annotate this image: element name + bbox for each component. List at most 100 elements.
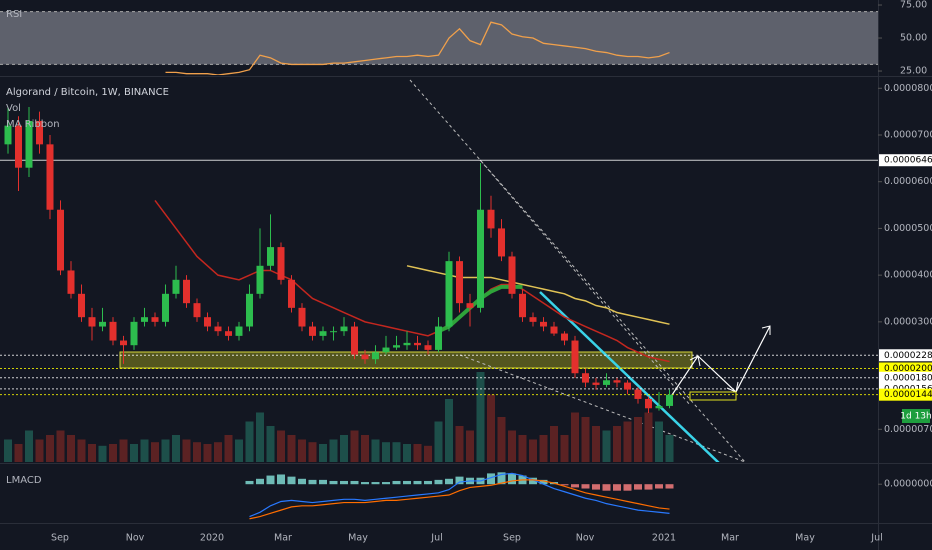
volume-bar	[46, 435, 54, 462]
volume-bar	[581, 417, 590, 462]
histogram-bar	[403, 480, 411, 485]
candle-body	[88, 317, 96, 327]
volume-bar	[497, 417, 506, 462]
x-tick-label: Sep	[51, 533, 69, 544]
volume-bar	[214, 442, 222, 462]
candle-body	[330, 331, 337, 333]
arrow-head	[761, 325, 771, 335]
price-label: 0.00002285	[884, 351, 932, 361]
x-tick-label: Sep	[503, 533, 521, 544]
target-box	[689, 391, 737, 401]
candle-body	[435, 326, 442, 350]
volume-bar	[560, 435, 569, 462]
candle-body	[193, 303, 201, 318]
candle-body	[277, 247, 285, 280]
candle-body	[162, 293, 169, 322]
candle-body	[288, 279, 295, 308]
histogram-bar	[256, 478, 264, 485]
macd-line	[249, 472, 670, 518]
price-label: 0.00002002	[884, 364, 932, 374]
price-label: 0.00001803	[884, 373, 932, 383]
candle-body	[298, 307, 306, 327]
volume-bar	[539, 435, 548, 462]
volume-bar	[256, 412, 264, 462]
volume-bar	[455, 426, 464, 462]
y-tick-label: 0.00005000	[884, 223, 932, 234]
volume-bar	[602, 430, 611, 462]
candle-body	[592, 382, 600, 385]
projection-arrow	[669, 325, 771, 399]
candle-body	[655, 405, 663, 409]
candle-body	[99, 321, 106, 327]
candle-body	[393, 345, 400, 348]
volume-bar	[245, 421, 254, 462]
candle-body	[424, 345, 432, 350]
volume-bar	[665, 435, 674, 462]
volume-bar	[140, 439, 149, 462]
volume-bar	[25, 430, 33, 462]
candle-body	[519, 293, 526, 318]
rsi-line	[165, 21, 670, 75]
volume-bar	[203, 444, 212, 462]
candle-body	[613, 380, 621, 383]
candle-body	[204, 317, 211, 327]
x-tick-label: Jul	[870, 533, 882, 544]
candle-body	[372, 352, 379, 360]
y-tick-label: 50.00	[900, 33, 927, 44]
candle-body	[246, 293, 253, 327]
y-tick-label: 0.00004000	[884, 270, 932, 281]
histogram-bar	[655, 484, 663, 489]
candle-body	[4, 125, 12, 145]
volume-bar	[392, 442, 401, 462]
lmacd-title: LMACD	[6, 475, 42, 486]
histogram-bar	[508, 473, 516, 485]
volume-bar	[308, 442, 317, 462]
x-tick-label: May	[348, 533, 368, 544]
histogram-bar	[371, 482, 380, 485]
trend-line	[409, 79, 746, 462]
histogram-bar	[602, 484, 611, 491]
histogram-bar	[298, 478, 306, 485]
volume-bar	[634, 417, 642, 462]
volume-bar	[571, 412, 579, 462]
candle-body	[466, 303, 474, 308]
volume-bar	[298, 439, 306, 462]
candle-body	[382, 347, 390, 353]
candle-body	[183, 279, 190, 304]
histogram-bar	[287, 476, 296, 485]
volume-bar	[172, 435, 180, 462]
volume-bar	[508, 430, 516, 462]
histogram-bar	[497, 472, 506, 485]
candle-body	[445, 261, 453, 327]
candle-body	[645, 398, 652, 409]
volume-bar	[644, 412, 653, 462]
volume-bar	[466, 430, 474, 462]
candle-body	[225, 331, 232, 336]
volume-bar	[14, 444, 23, 462]
histogram-bar	[361, 482, 369, 485]
candle-body	[571, 340, 579, 374]
y-tick-label: 0.00000000	[884, 479, 932, 490]
volume-bar	[277, 430, 285, 462]
candle-body	[508, 256, 516, 294]
volume-bar	[98, 445, 107, 462]
x-tick-label: Mar	[721, 533, 739, 544]
countdown: 1d 13h	[900, 412, 931, 422]
volume-bar	[623, 421, 632, 462]
volume-bar	[287, 435, 296, 462]
candle-body	[57, 209, 64, 271]
histogram-bar	[571, 484, 579, 488]
rsi-band	[0, 11, 878, 65]
candle-body	[267, 247, 274, 266]
candle-body	[319, 331, 327, 336]
volume-bar	[319, 444, 327, 462]
volume-bar	[445, 399, 453, 462]
histogram-bar	[623, 484, 632, 491]
x-tick-label: Jul	[430, 533, 442, 544]
arrow-head	[689, 355, 701, 367]
volume-bar	[361, 435, 369, 462]
volume-bar	[550, 426, 558, 462]
histogram-bar	[613, 484, 621, 491]
